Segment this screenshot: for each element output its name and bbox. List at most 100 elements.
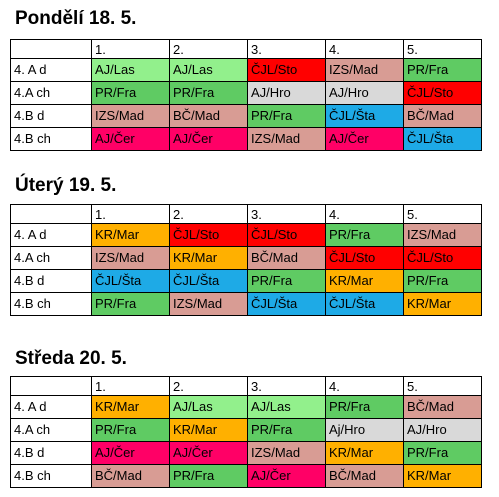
lesson-cell: BČ/Mad bbox=[91, 464, 170, 488]
lesson-cell: KR/Mar bbox=[325, 269, 404, 293]
period-header-1: 1. bbox=[91, 204, 170, 224]
class-label: 4.B ch bbox=[10, 464, 92, 488]
day-title-monday: Pondělí 18. 5. bbox=[15, 8, 137, 29]
class-label: 4. A d bbox=[10, 395, 92, 419]
lesson-cell: ČJL/Sto bbox=[325, 246, 404, 270]
class-label: 4.B d bbox=[10, 441, 92, 465]
lesson-cell: ČJL/Šta bbox=[91, 269, 170, 293]
lesson-cell: BČ/Mad bbox=[247, 246, 326, 270]
lesson-cell: KR/Mar bbox=[325, 441, 404, 465]
lesson-cell: AJ/Hro bbox=[325, 81, 404, 105]
lesson-cell: PR/Fra bbox=[169, 81, 248, 105]
lesson-cell: AJ/Las bbox=[169, 395, 248, 419]
period-header-row: 1. 2. 3. 4. 5. bbox=[10, 39, 482, 59]
lesson-cell: BČ/Mad bbox=[403, 104, 482, 128]
period-header-4: 4. bbox=[325, 204, 404, 224]
lesson-cell: AJ/Čer bbox=[91, 441, 170, 465]
lesson-cell: IZS/Mad bbox=[247, 127, 326, 151]
lesson-cell: ČJL/Šta bbox=[247, 292, 326, 316]
lesson-cell: AJ/Hro bbox=[403, 418, 482, 442]
lesson-cell: ČJL/Sto bbox=[247, 223, 326, 247]
day-title-tuesday: Úterý 19. 5. bbox=[15, 175, 117, 196]
lesson-cell: PR/Fra bbox=[91, 292, 170, 316]
lesson-cell: ČJL/Sto bbox=[247, 58, 326, 82]
class-label: 4.A ch bbox=[10, 81, 92, 105]
lesson-cell: AJ/Las bbox=[169, 58, 248, 82]
period-header-row: 1. 2. 3. 4. 5. bbox=[10, 204, 482, 224]
lesson-cell: AJ/Čer bbox=[325, 127, 404, 151]
lesson-cell: BČ/Mad bbox=[169, 104, 248, 128]
schedule-table-tuesday: 1. 2. 3. 4. 5. 4. A d KR/Mar ČJL/Sto ČJL/Sto PR/F… bbox=[10, 204, 482, 316]
lesson-cell: KR/Mar bbox=[91, 395, 170, 419]
lesson-cell: PR/Fra bbox=[91, 418, 170, 442]
table-row: 4. A d AJ/Las AJ/Las ČJL/Sto IZS/Mad PR/Fra bbox=[10, 58, 482, 82]
class-label: 4.B ch bbox=[10, 127, 92, 151]
period-header-row: 1. 2. 3. 4. 5. bbox=[10, 376, 482, 396]
class-label: 4.A ch bbox=[10, 246, 92, 270]
table-row: 4.B d AJ/Čer AJ/Čer IZS/Mad KR/Mar PR/Fra bbox=[10, 441, 482, 465]
period-header-5: 5. bbox=[403, 376, 482, 396]
period-header-2: 2. bbox=[169, 39, 248, 59]
lesson-cell: ČJL/Šta bbox=[325, 292, 404, 316]
lesson-cell: KR/Mar bbox=[169, 246, 248, 270]
table-row: 4.A ch PR/Fra PR/Fra AJ/Hro AJ/Hro ČJL/Sto bbox=[10, 81, 482, 105]
schedule-table-wednesday: 1. 2. 3. 4. 5. 4. A d KR/Mar AJ/Las AJ/Las PR/Fra… bbox=[10, 376, 482, 488]
lesson-cell: PR/Fra bbox=[247, 104, 326, 128]
lesson-cell: IZS/Mad bbox=[91, 246, 170, 270]
table-row: 4. A d KR/Mar ČJL/Sto ČJL/Sto PR/Fra IZS/Mad bbox=[10, 223, 482, 247]
lesson-cell: IZS/Mad bbox=[403, 223, 482, 247]
lesson-cell: BČ/Mad bbox=[325, 464, 404, 488]
table-row: 4.A ch PR/Fra KR/Mar PR/Fra Aj/Hro AJ/Hro bbox=[10, 418, 482, 442]
lesson-cell: PR/Fra bbox=[403, 58, 482, 82]
lesson-cell: AJ/Las bbox=[91, 58, 170, 82]
lesson-cell: AJ/Čer bbox=[91, 127, 170, 151]
lesson-cell: AJ/Čer bbox=[247, 464, 326, 488]
lesson-cell: KR/Mar bbox=[403, 292, 482, 316]
period-header-3: 3. bbox=[247, 204, 326, 224]
class-label: 4.A ch bbox=[10, 418, 92, 442]
schedule-table-monday: 1. 2. 3. 4. 5. 4. A d AJ/Las AJ/Las ČJL/Sto IZS/M… bbox=[10, 39, 482, 151]
day-title-wednesday: Středa 20. 5. bbox=[15, 348, 127, 369]
period-header-1: 1. bbox=[91, 39, 170, 59]
lesson-cell: PR/Fra bbox=[403, 441, 482, 465]
lesson-cell: AJ/Las bbox=[247, 395, 326, 419]
lesson-cell: ČJL/Sto bbox=[169, 223, 248, 247]
class-label: 4.B d bbox=[10, 104, 92, 128]
lesson-cell: PR/Fra bbox=[91, 81, 170, 105]
lesson-cell: KR/Mar bbox=[91, 223, 170, 247]
class-label: 4.B ch bbox=[10, 292, 92, 316]
lesson-cell: KR/Mar bbox=[403, 464, 482, 488]
lesson-cell: KR/Mar bbox=[169, 418, 248, 442]
lesson-cell: ČJL/Sto bbox=[403, 81, 482, 105]
lesson-cell: Aj/Hro bbox=[325, 418, 404, 442]
lesson-cell: PR/Fra bbox=[169, 464, 248, 488]
lesson-cell: ČJL/Šta bbox=[325, 104, 404, 128]
period-header-4: 4. bbox=[325, 39, 404, 59]
lesson-cell: PR/Fra bbox=[247, 269, 326, 293]
class-label: 4. A d bbox=[10, 223, 92, 247]
lesson-cell: BČ/Mad bbox=[403, 395, 482, 419]
table-row: 4.B ch PR/Fra IZS/Mad ČJL/Šta ČJL/Šta KR/Mar bbox=[10, 292, 482, 316]
lesson-cell: ČJL/Šta bbox=[169, 269, 248, 293]
header-corner-cell bbox=[10, 376, 92, 396]
period-header-3: 3. bbox=[247, 376, 326, 396]
period-header-5: 5. bbox=[403, 204, 482, 224]
lesson-cell: IZS/Mad bbox=[325, 58, 404, 82]
header-corner-cell bbox=[10, 39, 92, 59]
period-header-3: 3. bbox=[247, 39, 326, 59]
lesson-cell: AJ/Čer bbox=[169, 127, 248, 151]
lesson-cell: PR/Fra bbox=[325, 223, 404, 247]
period-header-4: 4. bbox=[325, 376, 404, 396]
lesson-cell: PR/Fra bbox=[403, 269, 482, 293]
lesson-cell: IZS/Mad bbox=[247, 441, 326, 465]
table-row: 4.B d ČJL/Šta ČJL/Šta PR/Fra KR/Mar PR/Fra bbox=[10, 269, 482, 293]
lesson-cell: ČJL/Šta bbox=[403, 127, 482, 151]
lesson-cell: AJ/Čer bbox=[169, 441, 248, 465]
lesson-cell: IZS/Mad bbox=[169, 292, 248, 316]
lesson-cell: PR/Fra bbox=[325, 395, 404, 419]
lesson-cell: IZS/Mad bbox=[91, 104, 170, 128]
period-header-2: 2. bbox=[169, 204, 248, 224]
period-header-2: 2. bbox=[169, 376, 248, 396]
lesson-cell: ČJL/Sto bbox=[403, 246, 482, 270]
table-row: 4.B ch BČ/Mad PR/Fra AJ/Čer BČ/Mad KR/Mar bbox=[10, 464, 482, 488]
